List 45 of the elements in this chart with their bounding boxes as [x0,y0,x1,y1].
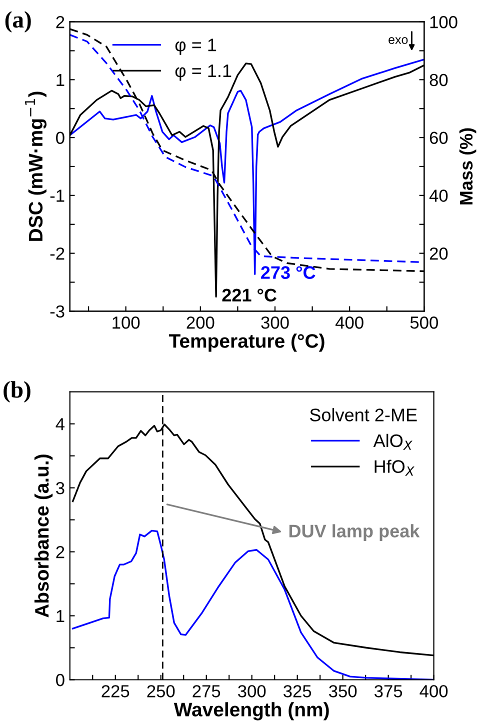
y2-tick-label: 100 [430,16,458,28]
y2-tick-label: 60 [430,132,448,144]
y-tick-label: 1 [56,610,64,622]
y-tick-label: 3 [56,482,64,494]
x-tick-label: 300 [238,685,266,698]
y-tick-label: -2 [50,247,64,260]
chart-title: (a) [5,11,31,33]
annotation: exo [388,37,408,44]
x-tick-label: 300 [261,316,289,329]
y2-tick-label: 20 [430,247,448,260]
legend-label: HfO$_{X}$ [374,460,414,476]
y-tick-label: 2 [56,546,64,558]
legend-label: φ = 1 [175,38,216,55]
y-tick-label: 1 [56,74,64,86]
x-axis-title: Wavelength (nm) [174,702,329,720]
x-tick-label: 225 [102,685,130,698]
y-tick-label: -1 [50,190,64,202]
x-tick-label: 400 [420,685,448,698]
x-tick-label: 275 [192,685,220,698]
y-axis-title: Absorbance (a.u.) [34,454,53,618]
y2-tick-label: 80 [430,74,448,86]
x-tick-label: 500 [410,316,438,329]
y-tick-label: 0 [56,132,64,144]
legend-title: Solvent 2-ME [310,408,417,422]
y-tick-label: 0 [56,674,64,686]
x-tick-label: 375 [374,685,402,698]
x-axis-title: Temperature (°C) [168,334,324,352]
y-axis-title: DSC (mW·mg$^{−1}$) [25,92,47,241]
legend-label: AlO$_{X}$ [373,434,412,450]
annotation: 273 °C [261,266,316,279]
x-tick-label: 350 [329,685,357,698]
annotation: 221 °C [222,288,277,302]
y2-tick-label: 40 [429,190,448,202]
y2-axis-title: Mass (%) [459,128,476,204]
x-tick-label: 400 [335,316,364,329]
y-tick-label: -3 [50,305,64,318]
x-tick-label: 250 [147,685,175,698]
legend-label: φ = 1.1 [175,64,232,81]
x-tick-label: 325 [284,685,312,698]
chart-title: (b) [4,381,30,403]
x-tick-label: 200 [186,316,214,329]
annotation: DUV lamp peak [289,524,420,542]
x-tick-label: 100 [112,316,140,329]
y-tick-label: 4 [56,418,65,430]
y-tick-label: 2 [56,16,64,28]
